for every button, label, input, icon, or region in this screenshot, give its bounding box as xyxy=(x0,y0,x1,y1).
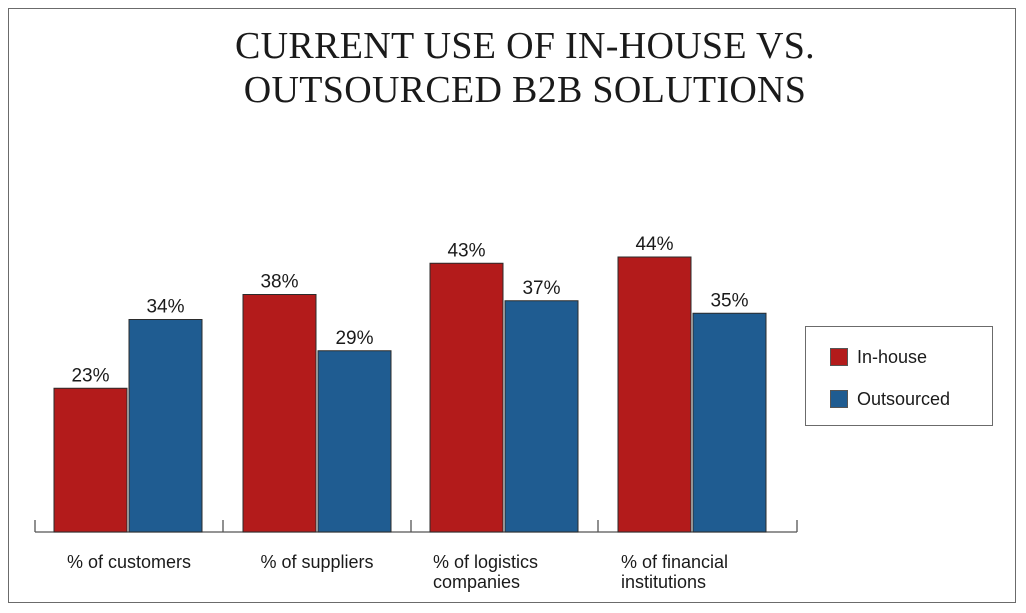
bar-outsourced xyxy=(692,312,767,533)
bar-value-label: 44% xyxy=(635,234,673,255)
bar-value-label: 34% xyxy=(146,297,184,318)
legend-swatch-outsourced xyxy=(830,390,848,408)
chart-title: CURRENT USE OF IN-HOUSE VS. OUTSOURCED B… xyxy=(0,24,1026,112)
legend: In-house Outsourced xyxy=(805,326,993,426)
bar-outsourced xyxy=(128,319,203,533)
bar-value-label: 43% xyxy=(447,240,485,261)
category-label: institutions xyxy=(621,572,706,592)
category-label: % of financial xyxy=(621,552,728,572)
legend-label-outsourced: Outsourced xyxy=(857,388,951,409)
legend-item-outsourced: Outsourced xyxy=(830,388,950,410)
bar-value-label: 35% xyxy=(710,290,748,311)
bar-in-house xyxy=(53,387,128,533)
bar-outsourced xyxy=(504,300,579,533)
legend-item-in-house: In-house xyxy=(830,346,927,368)
legend-swatch-in-house xyxy=(830,348,848,366)
category-label: % of suppliers xyxy=(260,552,373,572)
bar-value-label: 29% xyxy=(335,328,373,349)
bar-value-label: 37% xyxy=(522,278,560,299)
bar-in-house xyxy=(429,262,504,533)
category-label: companies xyxy=(433,572,520,592)
category-label: % of customers xyxy=(67,552,191,572)
category-label: % of logistics xyxy=(433,552,538,572)
bar-outsourced xyxy=(317,350,392,533)
legend-label-in-house: In-house xyxy=(857,346,928,367)
bar-in-house xyxy=(617,256,692,533)
chart-title-line-2: OUTSOURCED B2B SOLUTIONS xyxy=(243,69,807,111)
bar-value-label: 23% xyxy=(71,365,109,386)
bar-value-label: 38% xyxy=(260,272,298,293)
chart-title-line-1: CURRENT USE OF IN-HOUSE VS. xyxy=(235,25,815,67)
bar-in-house xyxy=(242,294,317,533)
